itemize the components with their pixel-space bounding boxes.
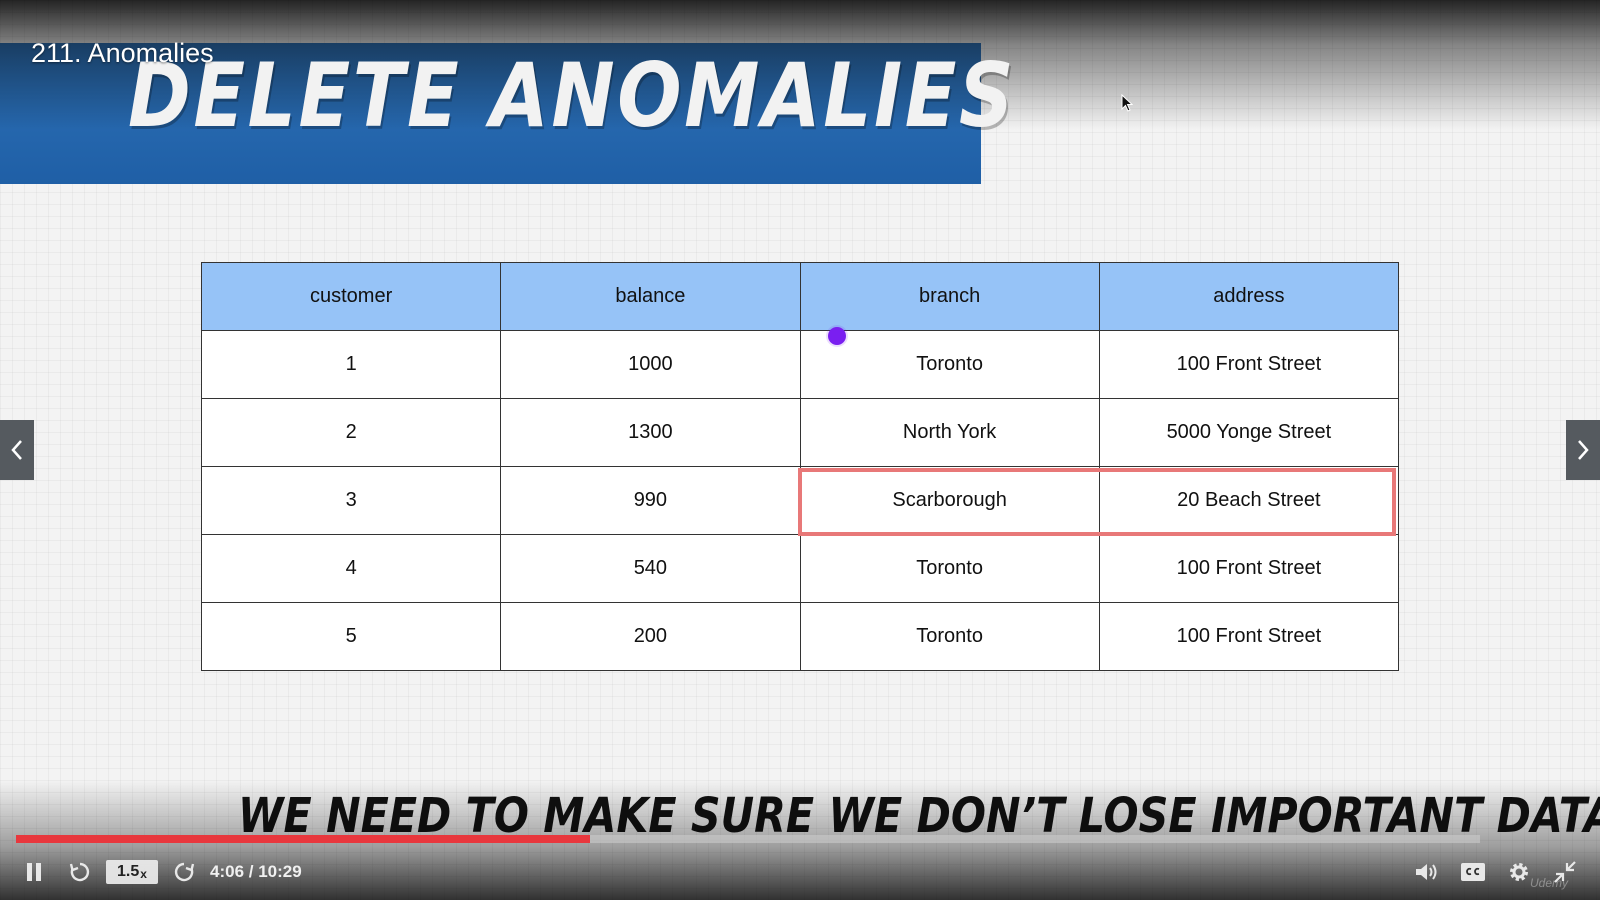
table-row: 4 540 Toronto 100 Front Street [200,534,1400,603]
customer-table: customer balance branch address 1 1000 T… [200,262,1400,671]
rewind-icon [69,862,90,882]
table-cell: 2 [200,398,502,467]
table-cell: 5000 Yonge Street [1098,398,1400,467]
table-header-row: customer balance branch address [200,262,1400,331]
pause-button[interactable] [22,858,46,886]
highlight-box [798,468,1396,536]
table-row: 3 990 Scarborough 20 Beach Street [200,466,1400,535]
captions-button[interactable] [1458,858,1488,886]
player-controls: 1.5 x 4:06 / 10:29 [0,852,1600,892]
slide-subtitle: WE NEED TO MAKE SURE WE DON’T LOSE IMPOR… [238,788,1600,844]
volume-icon [1416,864,1437,880]
next-lecture-button[interactable] [1566,420,1600,480]
column-header-address: address [1098,262,1400,331]
gear-icon [1510,863,1528,881]
captions-icon [1461,863,1485,881]
slide-title: DELETE ANOMALIES [128,44,1017,147]
lecture-title: 211. Anomalies [31,38,214,68]
previous-lecture-button[interactable] [0,420,34,480]
table-cell: 1000 [500,330,801,399]
table-cell: 100 Front Street [1098,330,1400,399]
column-header-balance: balance [500,262,801,331]
table-cell: Scarborough [799,466,1100,535]
table-cell: Toronto [799,330,1100,399]
table-row: 1 1000 Toronto 100 Front Street [200,330,1400,399]
table-row: 5 200 Toronto 100 Front Street [200,602,1400,671]
chevron-left-icon [11,440,22,460]
table-cell: 200 [500,602,801,671]
playback-speed-button[interactable]: 1.5 x [106,860,158,884]
mouse-cursor-icon [1121,94,1133,112]
watermark: Udemy [1530,876,1569,890]
table-cell: 100 Front Street [1098,534,1400,603]
column-header-customer: customer [200,262,502,331]
chevron-right-icon [1578,440,1589,460]
volume-button[interactable] [1412,858,1442,886]
column-header-branch: branch [799,262,1100,331]
table-cell: 4 [200,534,502,603]
forward-icon [174,862,195,882]
table-row: 2 1300 North York 5000 Yonge Street [200,398,1400,467]
table-cell: Toronto [799,602,1100,671]
laser-pointer-dot [828,327,846,345]
time-display: 4:06 / 10:29 [210,862,302,881]
table-cell: 5 [200,602,502,671]
table-cell: 100 Front Street [1098,602,1400,671]
forward-button[interactable] [170,858,198,886]
table-cell: 1300 [500,398,801,467]
table-cell: Toronto [799,534,1100,603]
progress-fill [16,835,590,843]
table-cell: 20 Beach Street [1098,466,1400,535]
table-cell: North York [799,398,1100,467]
pause-icon [27,863,41,881]
table-cell: 540 [500,534,801,603]
table-cell: 3 [200,466,502,535]
table-cell: 1 [200,330,502,399]
table-cell: 990 [500,466,801,535]
rewind-button[interactable] [66,858,94,886]
progress-bar[interactable] [16,835,1480,843]
